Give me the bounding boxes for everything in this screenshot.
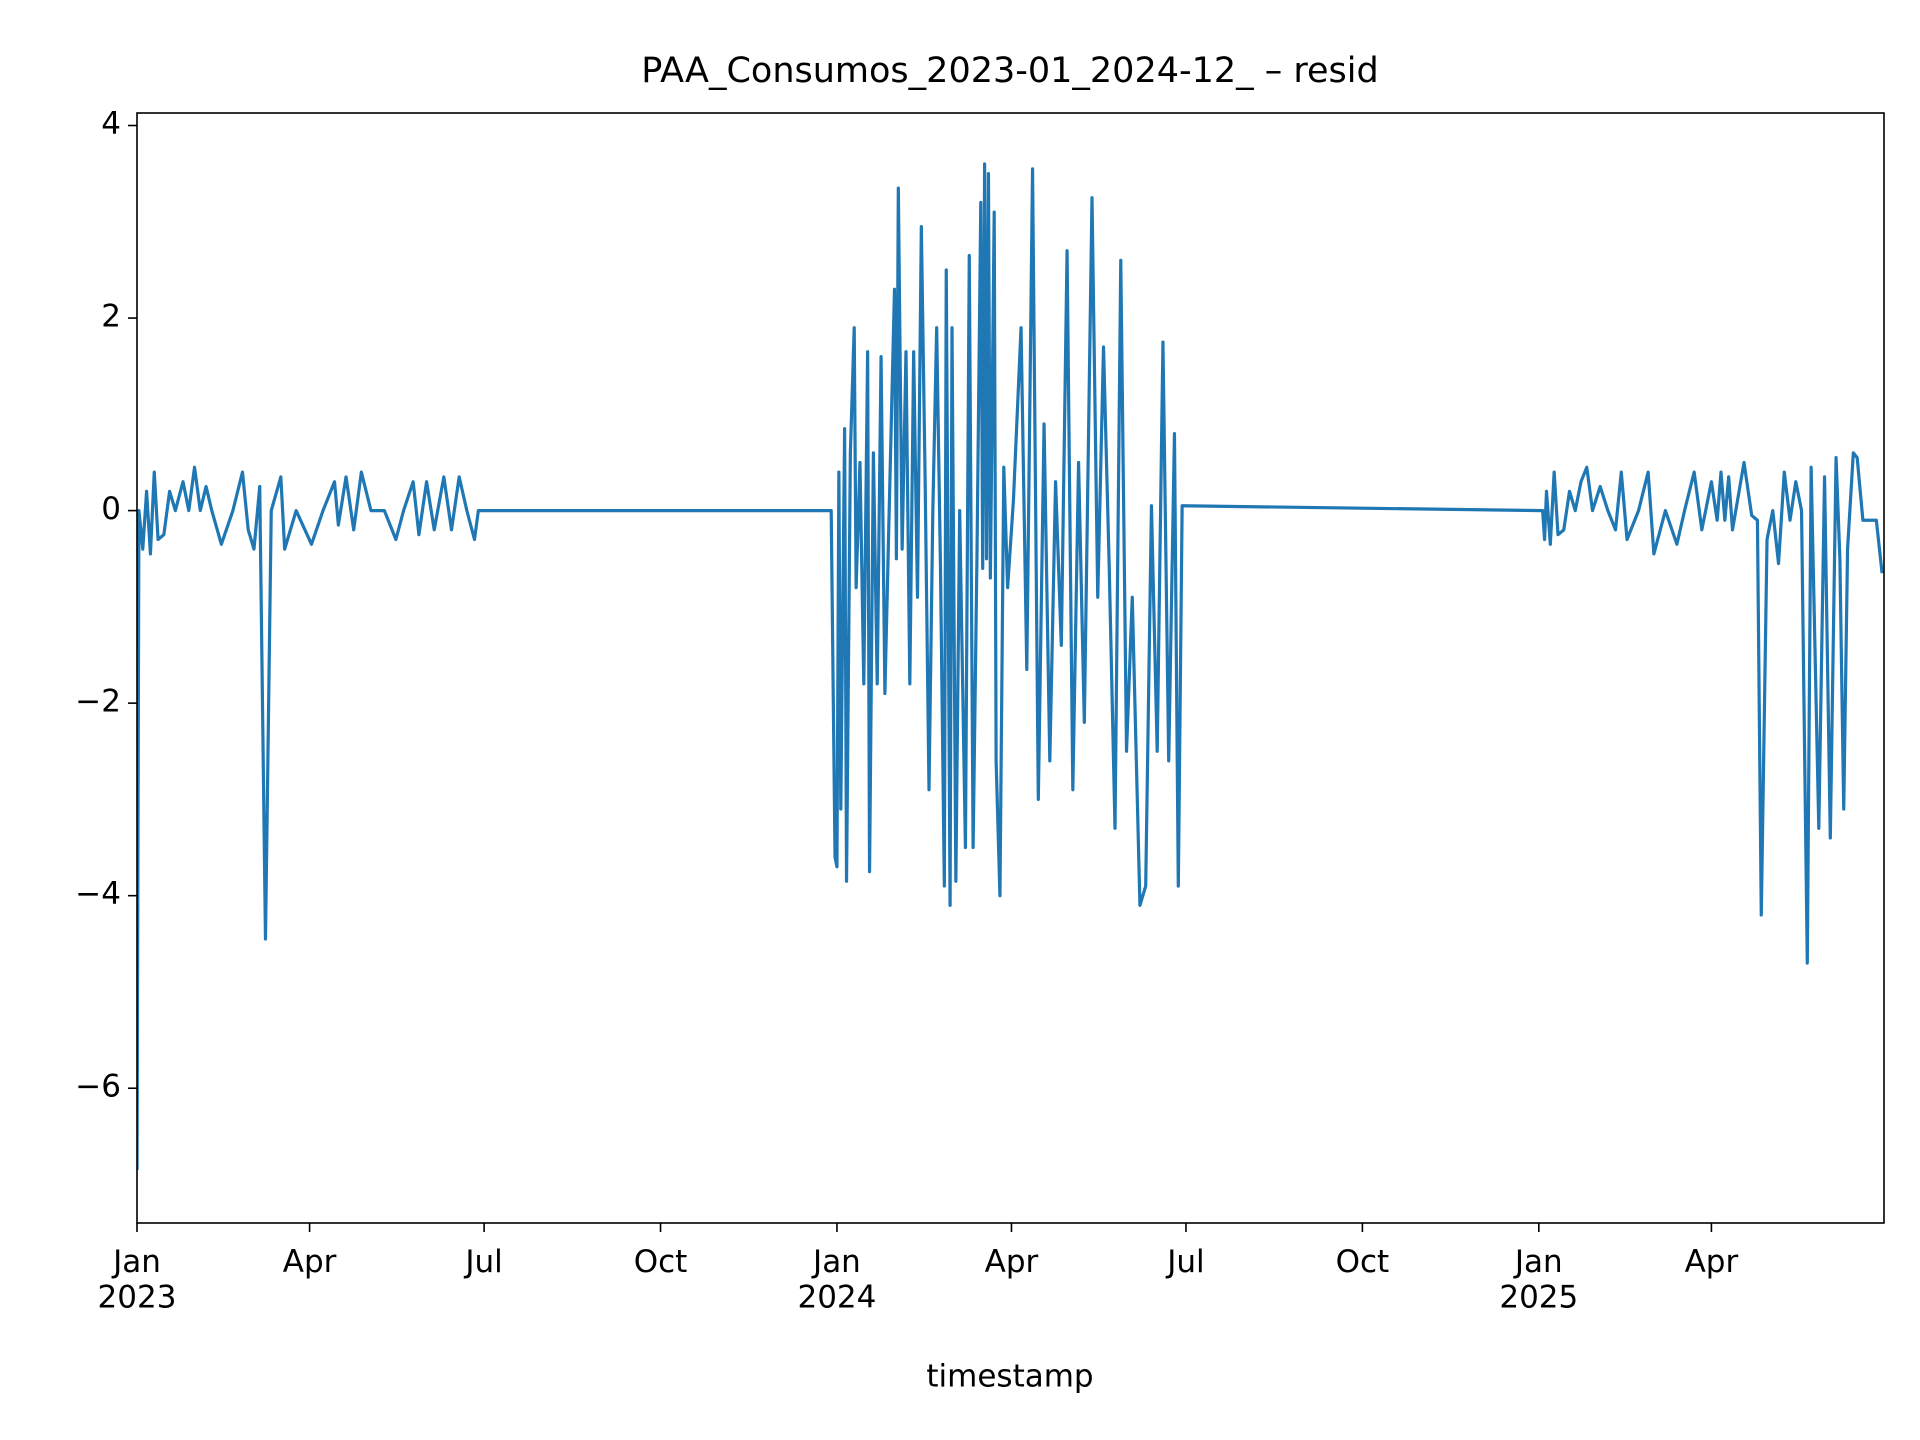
y-tick-label: 2: [101, 299, 121, 335]
x-tick-label: Apr: [985, 1244, 1039, 1280]
y-tick-label: −2: [75, 684, 121, 720]
y-tick-label: 0: [101, 491, 121, 527]
x-tick-label: Apr: [1685, 1244, 1739, 1280]
data-line: [137, 162, 1884, 1171]
x-tick-label: Jan 2025: [1499, 1244, 1578, 1316]
y-tick-label: −4: [75, 876, 121, 912]
chart-title: PAA_Consumos_2023-01_2024-12_ – resid: [641, 51, 1378, 91]
x-tick-label: Jul: [463, 1244, 502, 1280]
y-tick-label: 4: [101, 106, 121, 142]
x-tick-label: Apr: [283, 1244, 337, 1280]
x-tick-label: Jul: [1165, 1244, 1204, 1280]
x-axis-label: timestamp: [926, 1359, 1093, 1395]
x-tick-label: Oct: [1336, 1244, 1390, 1280]
x-tick-label: Jan 2024: [797, 1244, 876, 1316]
x-tick-label: Oct: [634, 1244, 688, 1280]
y-tick-label: −6: [75, 1069, 121, 1105]
x-tick-label: Jan 2023: [98, 1244, 177, 1316]
plot-frame: [136, 112, 1885, 1224]
